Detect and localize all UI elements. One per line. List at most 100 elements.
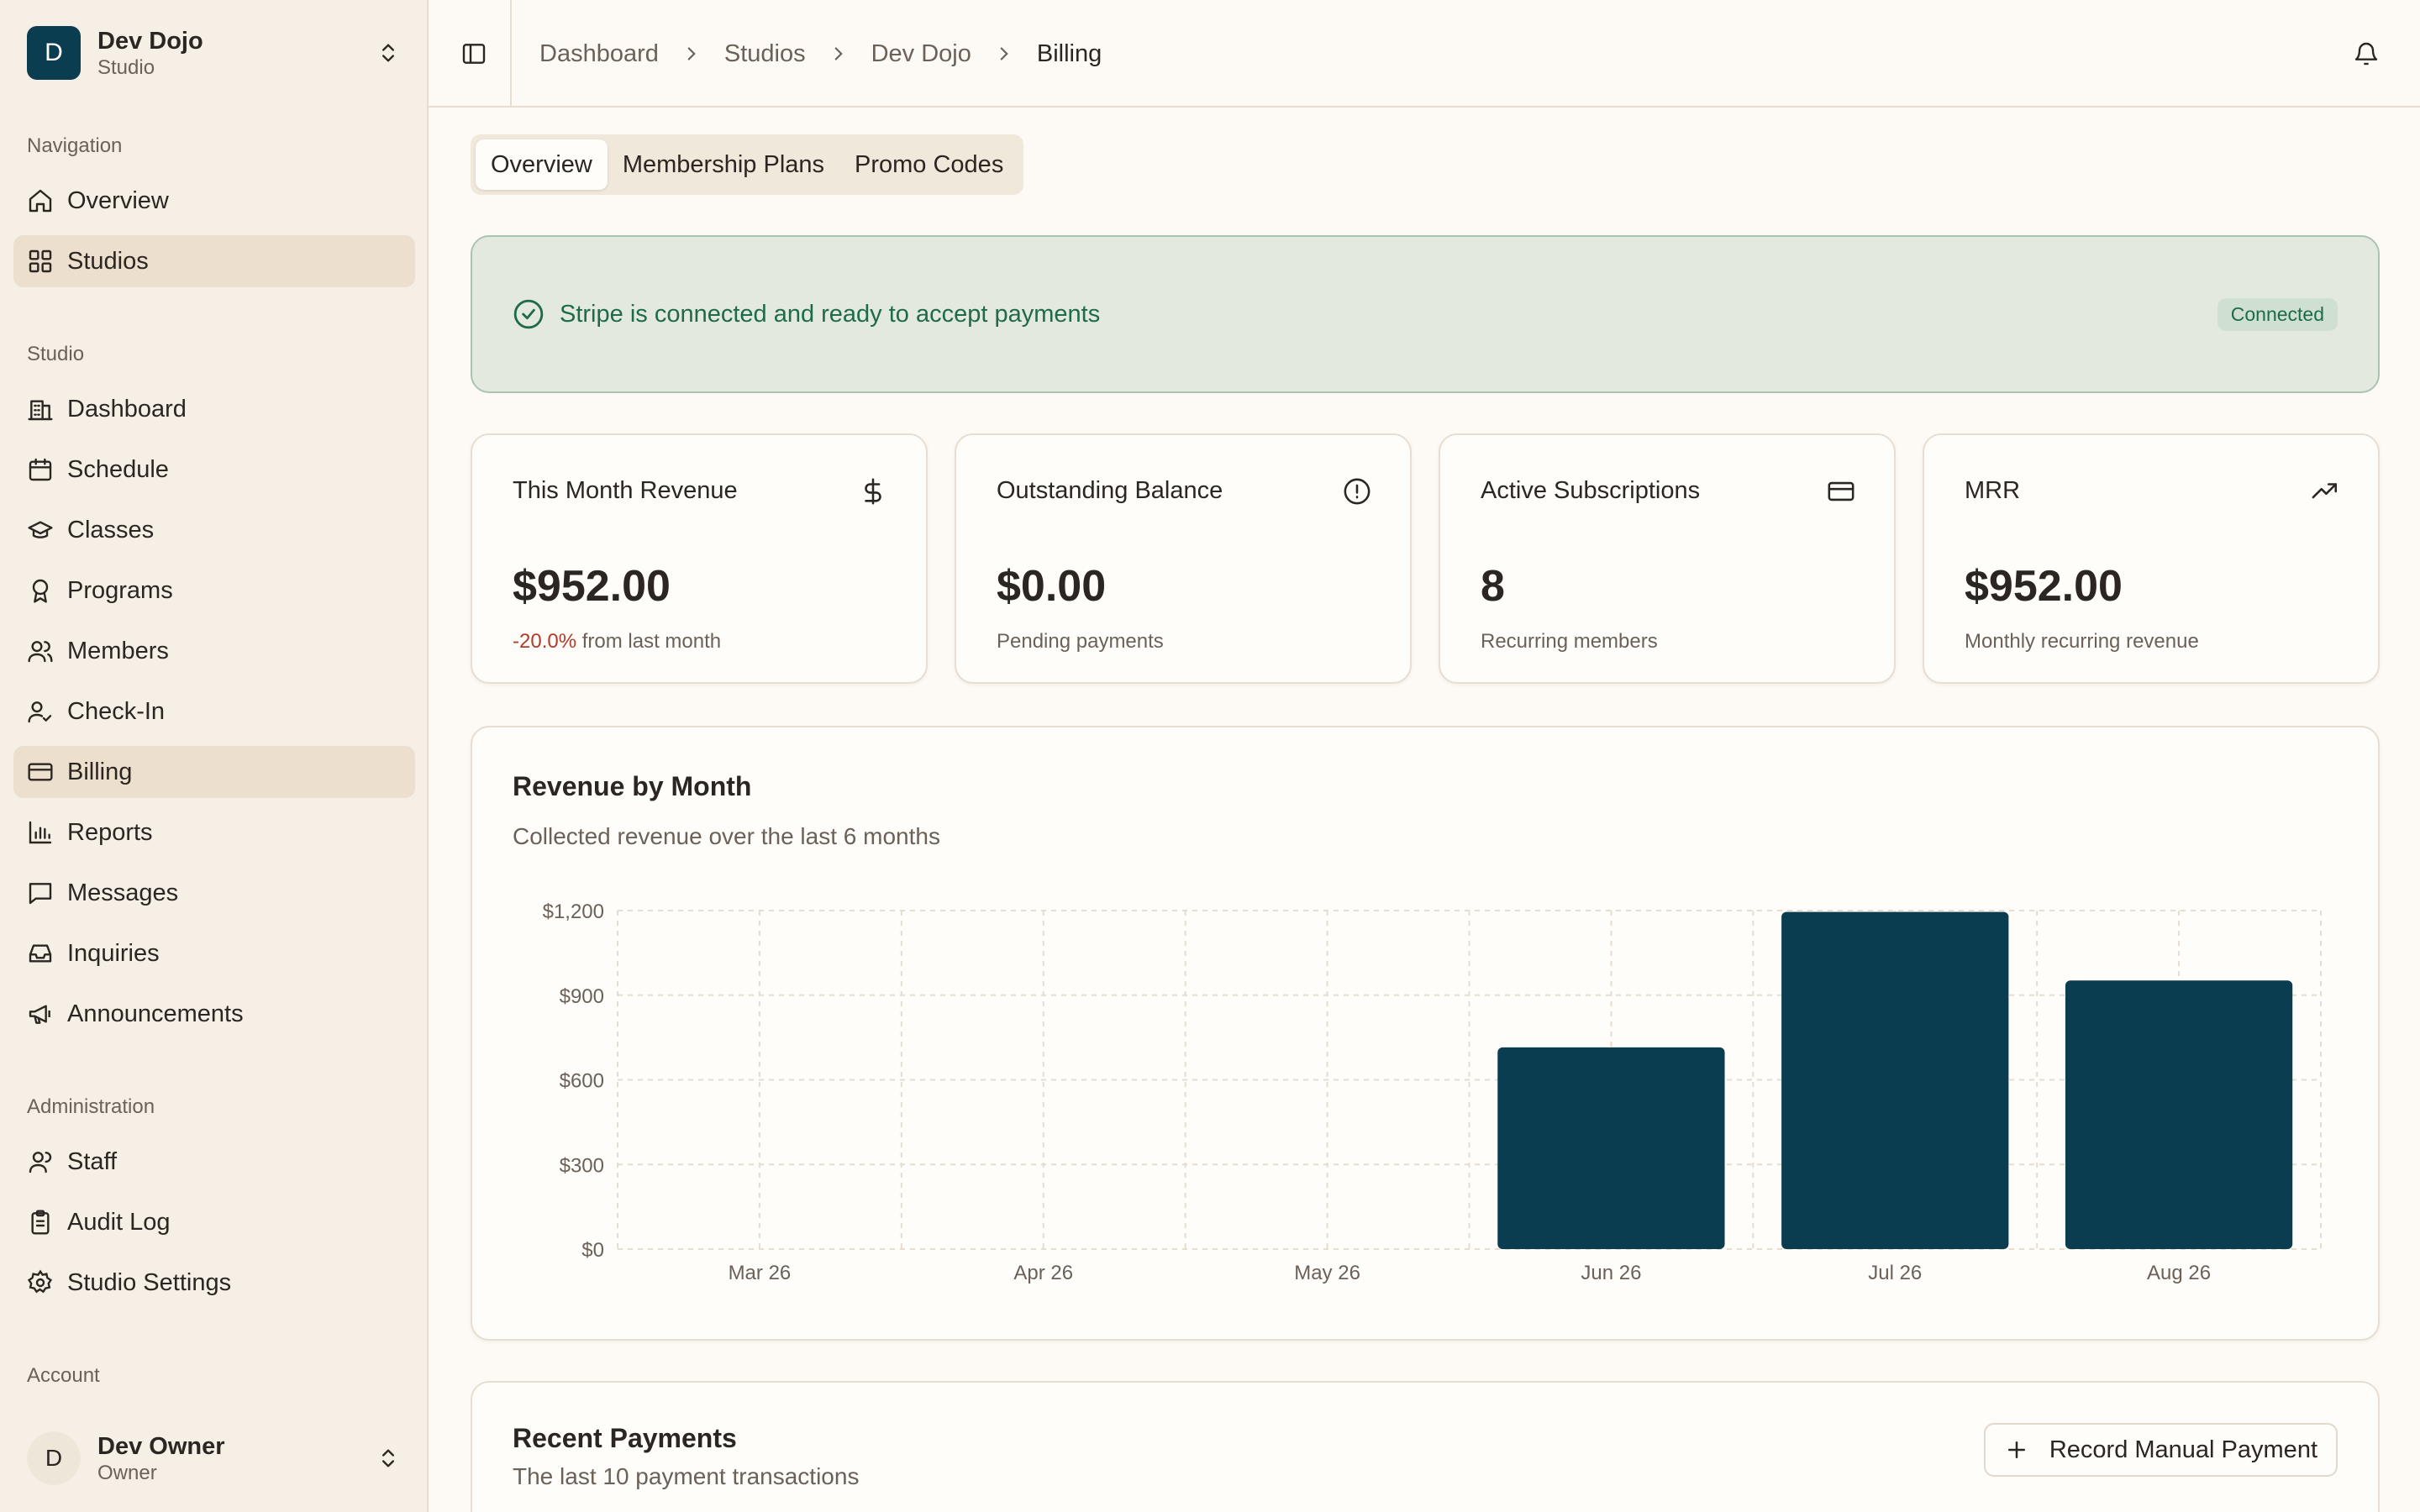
account-role: Owner xyxy=(97,1462,157,1484)
stat-title: MRR xyxy=(1965,477,2021,504)
chevron-right-icon xyxy=(1000,47,1008,60)
sidebar-item-programs[interactable]: Programs xyxy=(13,564,415,617)
topbar: Dashboard Studios Dev Dojo Billing xyxy=(429,0,2420,108)
org-switcher[interactable]: D Dev Dojo Studio xyxy=(27,25,400,81)
settings-icon xyxy=(27,1269,53,1294)
users-icon xyxy=(28,641,53,663)
sidebar-item-label: Staff xyxy=(67,1147,118,1175)
breadcrumb: Dashboard Studios Dev Dojo Billing xyxy=(539,37,1102,71)
plus-icon xyxy=(2007,1441,2025,1458)
bar-chart-icon xyxy=(29,821,52,844)
nav-group-administration: Administration xyxy=(27,1095,155,1118)
chart-subtitle: Collected revenue over the last 6 months xyxy=(513,823,940,849)
sidebar-item-classes[interactable]: Classes xyxy=(13,504,415,556)
stat-card-active-subscriptions: Active Subscriptions 8 Recurring members xyxy=(1439,433,1896,684)
stat-title: This Month Revenue xyxy=(513,477,738,504)
sidebar-item-audit-log[interactable]: Audit Log xyxy=(13,1196,415,1248)
stripe-status-banner: Stripe is connected and ready to accept … xyxy=(471,235,2380,393)
sidebar-toggle-button[interactable] xyxy=(457,37,491,71)
x-tick-label: May 26 xyxy=(1294,1262,1360,1284)
sidebar-item-label: Studio Settings xyxy=(67,1268,232,1296)
org-avatar: D xyxy=(27,26,81,80)
breadcrumb-studios[interactable]: Studios xyxy=(723,39,806,67)
breadcrumb-studio[interactable]: Dev Dojo xyxy=(871,39,971,67)
sidebar-item-label: Schedule xyxy=(67,455,169,483)
payments-title: Recent Payments xyxy=(513,1423,737,1453)
nav-group-studio: Studio xyxy=(27,343,85,365)
breadcrumb-dashboard[interactable]: Dashboard xyxy=(539,39,659,67)
sidebar-item-label: Messages xyxy=(67,879,179,906)
sidebar-item-billing[interactable]: Billing xyxy=(13,746,415,798)
stat-value: 8 xyxy=(1481,562,1505,611)
bar xyxy=(1781,911,2009,1249)
sidebar-item-dashboard[interactable]: Dashboard xyxy=(13,383,415,435)
stat-value: $952.00 xyxy=(1965,562,2123,611)
sidebar-item-schedule[interactable]: Schedule xyxy=(13,444,415,496)
user-icon xyxy=(29,1152,52,1173)
sidebar-item-label: Dashboard xyxy=(67,395,187,423)
sidebar-item-members[interactable]: Members xyxy=(13,625,415,677)
sidebar-item-studios[interactable]: Studios xyxy=(13,235,415,287)
clipboard-icon xyxy=(31,1210,50,1235)
sidebar-item-inquiries[interactable]: Inquiries xyxy=(13,927,415,979)
award-icon xyxy=(32,579,49,603)
record-manual-payment-button[interactable]: Record Manual Payment xyxy=(1983,1423,2338,1477)
status-badge: Connected xyxy=(2217,297,2338,331)
sidebar-item-label: Reports xyxy=(67,818,153,846)
tab-membership-plans[interactable]: Membership Plans xyxy=(622,150,825,178)
tab-promo-codes[interactable]: Promo Codes xyxy=(855,150,1004,178)
check-circle-icon xyxy=(513,299,544,329)
account-switcher[interactable]: D Dev Owner Owner xyxy=(27,1428,400,1488)
tab-bar: Overview Membership Plans Promo Codes xyxy=(471,134,1024,195)
org-subtitle: Studio xyxy=(97,56,155,79)
sidebar-item-label: Members xyxy=(67,637,169,664)
sidebar-item-announcements[interactable]: Announcements xyxy=(13,988,415,1040)
y-tick-label: $0 xyxy=(581,1239,604,1262)
message-square-icon xyxy=(29,883,52,905)
x-tick-label: Aug 26 xyxy=(2147,1262,2211,1284)
stat-card-mrr: MRR $952.00 Monthly recurring revenue xyxy=(1923,433,2380,684)
notifications-button[interactable] xyxy=(2349,37,2383,71)
sidebar-item-staff[interactable]: Staff xyxy=(13,1136,415,1188)
user-check-icon xyxy=(28,701,52,723)
x-tick-label: Jul 26 xyxy=(1868,1262,1922,1284)
stat-subtext: Monthly recurring revenue xyxy=(1965,630,2199,653)
stat-title: Outstanding Balance xyxy=(997,477,1223,504)
sidebar-item-label: Overview xyxy=(67,186,169,214)
sidebar-item-check-in[interactable]: Check-In xyxy=(13,685,415,738)
org-name: Dev Dojo xyxy=(97,28,203,55)
chevrons-up-down-icon xyxy=(382,1449,394,1467)
alert-circle-icon xyxy=(1344,478,1370,505)
chart-title: Revenue by Month xyxy=(513,771,752,801)
bar xyxy=(2065,980,2293,1249)
stat-subtext: Pending payments xyxy=(997,630,1164,653)
sidebar-item-overview[interactable]: Overview xyxy=(13,175,415,227)
sidebar-item-label: Studios xyxy=(67,247,149,275)
stat-value: $952.00 xyxy=(513,562,671,611)
recent-payments-card: Recent Payments The last 10 payment tran… xyxy=(471,1381,2380,1512)
account-name: Dev Owner xyxy=(97,1433,225,1460)
nav-group-navigation: Navigation xyxy=(27,134,123,157)
inbox-icon xyxy=(29,944,52,963)
revenue-bar-chart: $0 $300 $600 $900 $1,200 Mar 26 Apr 26 May 26 Ju… xyxy=(543,900,2322,1284)
stat-subtext: Recurring members xyxy=(1481,630,1658,653)
main-content: Dashboard Studios Dev Dojo Billing Overv… xyxy=(429,0,2420,1512)
stat-card-month-revenue: This Month Revenue $952.00 -20.0% from l… xyxy=(471,433,928,684)
sidebar-item-label: Audit Log xyxy=(67,1208,171,1236)
tab-overview[interactable]: Overview xyxy=(476,139,608,190)
bell-icon xyxy=(2354,42,2378,66)
sidebar-item-messages[interactable]: Messages xyxy=(13,867,415,919)
bar xyxy=(1497,1047,1725,1249)
home-icon xyxy=(29,189,52,213)
stripe-status-message: Stripe is connected and ready to accept … xyxy=(560,300,1101,328)
calendar-icon xyxy=(29,458,52,481)
sidebar-item-reports[interactable]: Reports xyxy=(13,806,415,858)
revenue-chart-card: Revenue by Month Collected revenue over … xyxy=(471,726,2380,1341)
stat-title: Active Subscriptions xyxy=(1481,477,1701,504)
sidebar-item-studio-settings[interactable]: Studio Settings xyxy=(13,1257,415,1309)
x-tick-label: Jun 26 xyxy=(1581,1262,1641,1284)
avatar: D xyxy=(27,1431,81,1485)
nav-group-account: Account xyxy=(27,1364,100,1387)
megaphone-icon xyxy=(29,1005,50,1024)
y-tick-label: $300 xyxy=(560,1154,604,1177)
